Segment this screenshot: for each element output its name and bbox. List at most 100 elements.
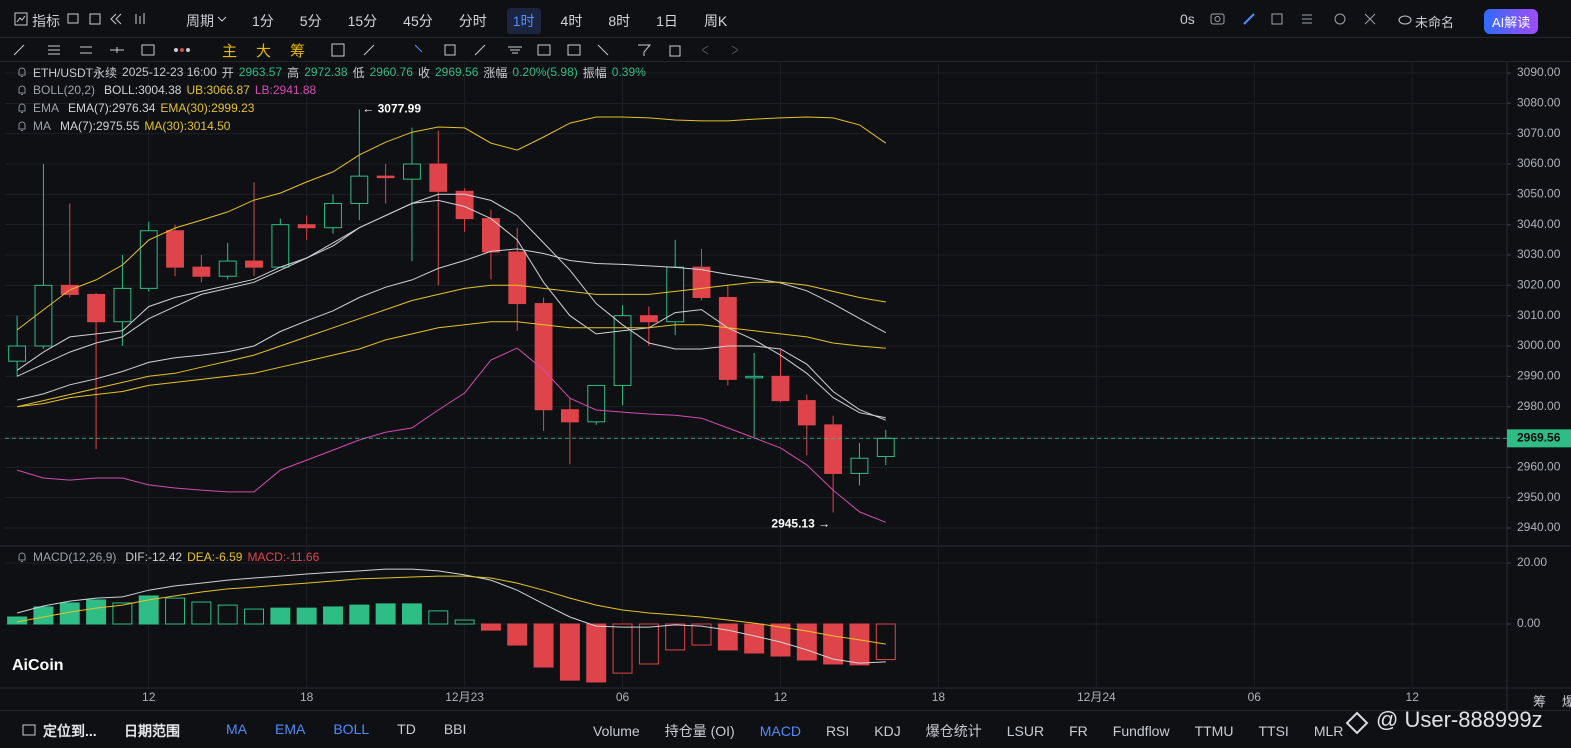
- macd-bar: [586, 623, 607, 683]
- macd-bar: [401, 603, 422, 625]
- indicator-button[interactable]: Volume: [593, 723, 640, 739]
- indicator-button[interactable]: TTSI: [1258, 723, 1289, 739]
- last-price-label: 2969.56: [1517, 431, 1561, 445]
- macd-line: [16, 568, 886, 664]
- macd-bar: [138, 595, 159, 625]
- candle-body: [34, 284, 53, 347]
- indicator-button[interactable]: KDJ: [874, 723, 901, 739]
- interval-button[interactable]: 8时: [608, 13, 631, 29]
- indicator-button[interactable]: BBI: [443, 721, 467, 737]
- side-button[interactable]: 爆: [1562, 694, 1571, 709]
- macd-bar: [823, 623, 844, 665]
- indicator-line: [16, 248, 887, 401]
- macd-bar: [717, 623, 738, 651]
- chip-button[interactable]: 大: [256, 43, 272, 60]
- candle-body: [297, 224, 316, 229]
- alert-icon[interactable]: [16, 120, 28, 132]
- indicator-button[interactable]: 指标: [32, 13, 60, 29]
- y-tick-label: 3080.00: [1517, 96, 1561, 110]
- locate-button[interactable]: 定位到...: [43, 723, 97, 739]
- y-tick-label: 3070.00: [1517, 126, 1561, 140]
- macd-bar: [559, 623, 580, 681]
- interval-button[interactable]: 1分: [252, 13, 274, 29]
- candle-body: [139, 230, 158, 289]
- indicator-button[interactable]: 持仓量 (OI): [664, 723, 735, 739]
- date-range-button[interactable]: 日期范围: [124, 723, 180, 739]
- indicator-legend: MA MA(7):2975.55 MA(30):3014.50: [16, 117, 230, 135]
- indicator-button[interactable]: BOLL: [333, 721, 370, 737]
- y-tick-label: 3090.00: [1517, 65, 1561, 79]
- y-tick-label: 3060.00: [1517, 156, 1561, 170]
- x-tick-label: 12: [1406, 690, 1420, 704]
- candle-body: [666, 266, 685, 323]
- drawing-icons: [13, 44, 190, 56]
- candle-body: [350, 175, 369, 204]
- macd-bar: [165, 597, 186, 625]
- indicator-button[interactable]: LSUR: [1006, 723, 1045, 739]
- indicator-button[interactable]: EMA: [275, 721, 306, 737]
- x-tick-label: 12月24: [1077, 690, 1116, 704]
- indicator-button[interactable]: MACD: [759, 723, 801, 739]
- alert-icon[interactable]: [16, 551, 28, 563]
- candle-body: [797, 400, 816, 426]
- indicator-label: BOLL(20,2): [33, 83, 96, 97]
- indicator-button[interactable]: TTMU: [1194, 723, 1234, 739]
- change-label: 涨幅: [483, 65, 508, 80]
- logo: AiCoin: [12, 657, 64, 674]
- alert-icon[interactable]: [16, 102, 28, 114]
- macd-bar: [86, 599, 107, 625]
- y-tick-label: 3020.00: [1517, 278, 1561, 292]
- candle-body: [245, 260, 263, 268]
- interval-button[interactable]: 分时: [458, 13, 487, 29]
- indicator-button[interactable]: MA: [226, 721, 247, 737]
- macd-bar: [796, 623, 817, 661]
- indicator-button[interactable]: FR: [1069, 723, 1088, 739]
- macd-bar: [691, 623, 712, 646]
- top-toolbar: 指标 周期 1分 5分 15分 45分 分时 1时 4时 8时 1日 周K 0s 未命名 AI解读: [0, 0, 1571, 38]
- ohlc-label: 低: [352, 65, 365, 80]
- drawing-toolbar: 主大筹: [0, 38, 1571, 62]
- interval-button[interactable]: 45分: [403, 13, 433, 29]
- alert-icon[interactable]: [16, 66, 28, 78]
- y-tick-label: 2940.00: [1517, 520, 1561, 534]
- side-button[interactable]: 筹: [1533, 694, 1547, 709]
- indicator-button[interactable]: MLR: [1313, 723, 1344, 739]
- interval-button[interactable]: 4时: [560, 13, 583, 29]
- y-tick-label: 3010.00: [1517, 308, 1561, 322]
- interval-button[interactable]: 1日: [656, 13, 678, 29]
- chip-button[interactable]: 筹: [290, 43, 306, 60]
- x-tick-label: 12: [142, 690, 156, 704]
- bottom-toolbar: 定位到... 日期范围 MA EMA BOLL TD BBI Volume 持仓量 (OI…: [0, 694, 1571, 748]
- period-button[interactable]: 周期: [186, 13, 214, 29]
- alert-icon[interactable]: [16, 84, 28, 96]
- macd-line: [17, 575, 886, 645]
- interval-list: 1分 5分 15分 45分 分时 1时 4时 8时 1日 周K: [246, 8, 733, 34]
- legend-entry: MA(30):3014.50: [144, 119, 231, 133]
- ohlc-value: 2969.56: [435, 65, 479, 79]
- y-tick-label: 0.00: [1517, 616, 1541, 630]
- interval-button[interactable]: 15分: [347, 13, 378, 29]
- layout-name[interactable]: 未命名: [1415, 15, 1455, 30]
- legend-entry: DIF:-12.42: [125, 550, 183, 564]
- candle-body: [218, 260, 237, 277]
- y-tick-label: 3000.00: [1517, 338, 1561, 352]
- candle-body: [429, 163, 448, 192]
- candle-body: [850, 457, 869, 474]
- interval-button[interactable]: 5分: [299, 13, 322, 29]
- interval-button[interactable]: 1时: [506, 8, 541, 34]
- indicator-button[interactable]: RSI: [825, 723, 850, 739]
- macd-bar: [191, 601, 212, 625]
- interval-button[interactable]: 周K: [703, 13, 728, 29]
- tool-icons: [67, 13, 145, 25]
- indicator-button[interactable]: Fundflow: [1112, 723, 1170, 739]
- symbol: ETH/USDT永续: [33, 65, 118, 80]
- indicator-button[interactable]: 爆仓统计: [925, 723, 982, 739]
- candle-body: [745, 375, 764, 379]
- candle-body: [192, 266, 211, 277]
- indicator-button[interactable]: TD: [397, 721, 416, 737]
- change-value: 0.20%(5.98): [512, 65, 578, 79]
- y-tick-label: 20.00: [1517, 555, 1547, 569]
- chip-button[interactable]: 主: [222, 43, 238, 60]
- ai-button[interactable]: AI解读: [1484, 9, 1539, 34]
